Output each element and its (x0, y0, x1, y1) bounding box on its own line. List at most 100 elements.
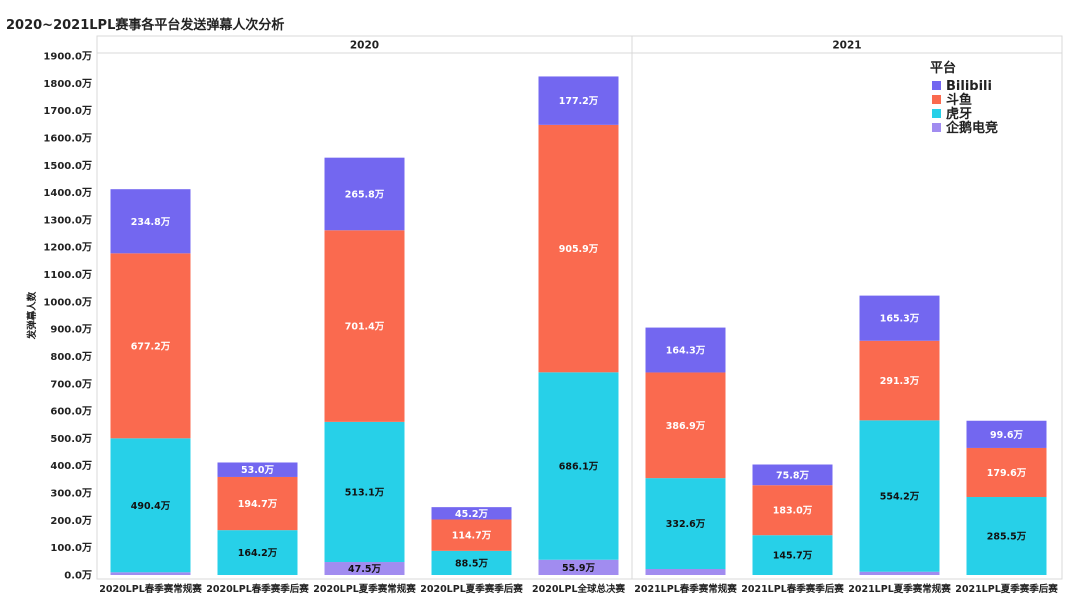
bar-segment-斗鱼 (966, 447, 1047, 498)
y-tick-label: 1500.0万 (43, 160, 92, 172)
chart-title: 2020~2021LPL赛事各平台发送弹幕人次分析 (6, 18, 285, 33)
bar-segment-Bilibili (966, 420, 1047, 448)
data-label: 291.3万 (880, 376, 920, 387)
y-tick-label: 1400.0万 (43, 187, 92, 199)
data-label: 285.5万 (987, 532, 1027, 543)
y-tick-label: 1800.0万 (43, 78, 92, 90)
data-label: 47.5万 (348, 564, 381, 575)
y-tick-label: 900.0万 (50, 324, 92, 336)
y-tick-label: 0.0万 (64, 570, 92, 582)
y-tick-label: 500.0万 (50, 433, 92, 445)
y-tick-label: 1200.0万 (43, 242, 92, 254)
x-tick-label: 2021LPL夏季赛常规赛 (848, 583, 951, 595)
y-tick-label: 1100.0万 (43, 269, 92, 281)
y-tick-label: 1600.0万 (43, 132, 92, 144)
x-tick-label: 2020LPL春季赛季后赛 (206, 583, 309, 595)
data-label: 332.6万 (666, 519, 706, 530)
data-label: 53.0万 (241, 465, 274, 476)
bar-segment-企鹅电竞 (538, 559, 619, 575)
bar-segment-Bilibili (645, 327, 726, 373)
bar-segment-Bilibili (752, 464, 833, 486)
x-tick-label: 2020LPL夏季赛常规赛 (313, 583, 416, 595)
data-label: 114.7万 (452, 531, 492, 542)
panel-label-2020: 2020 (350, 40, 379, 52)
bar-segment-虎牙 (859, 420, 940, 572)
y-tick-label: 600.0万 (50, 406, 92, 418)
data-label: 554.2万 (880, 492, 920, 503)
bar-segment-虎牙 (110, 438, 191, 573)
bar-segment-虎牙 (538, 372, 619, 560)
legend-label-企鹅电竞: 企鹅电竞 (945, 120, 998, 136)
bar-segment-企鹅电竞 (645, 568, 726, 575)
bar-segment-Bilibili (110, 189, 191, 254)
bar-segment-Bilibili (859, 295, 940, 341)
bar-segment-斗鱼 (645, 372, 726, 479)
y-axis-label: 发弹幕人数 (26, 291, 38, 340)
bar-segment-Bilibili (431, 507, 512, 520)
y-tick-label: 400.0万 (50, 460, 92, 472)
data-label: 75.8万 (776, 470, 809, 481)
x-tick-label: 2021LPL夏季赛季后赛 (955, 583, 1058, 595)
data-label: 145.7万 (773, 551, 813, 562)
bar-segment-斗鱼 (431, 519, 512, 551)
legend-swatch-Bilibili (932, 81, 941, 90)
bar-segment-Bilibili (324, 157, 405, 231)
y-tick-label: 1300.0万 (43, 214, 92, 226)
bar-segment-斗鱼 (324, 230, 405, 422)
bar-segment-斗鱼 (859, 340, 940, 421)
legend-title: 平台 (930, 60, 956, 76)
x-tick-label: 2021LPL春季赛常规赛 (634, 583, 737, 595)
bar-segment-Bilibili (217, 462, 298, 477)
data-label: 677.2万 (131, 341, 171, 352)
bar-segment-虎牙 (966, 497, 1047, 575)
data-label: 194.7万 (238, 499, 278, 510)
bar-segment-斗鱼 (752, 485, 833, 536)
bar-segment-虎牙 (431, 550, 512, 575)
data-label: 183.0万 (773, 506, 813, 517)
legend-label-虎牙: 虎牙 (946, 106, 972, 122)
panel-frame (631, 35, 1063, 580)
data-label: 179.6万 (987, 468, 1027, 479)
legend-swatch-虎牙 (932, 109, 941, 118)
legend-swatch-斗鱼 (932, 95, 941, 104)
data-label: 164.2万 (238, 548, 278, 559)
x-tick-label: 2020LPL夏季赛季后赛 (420, 583, 523, 595)
legend-label-斗鱼: 斗鱼 (946, 92, 972, 108)
legend-swatch-企鹅电竞 (932, 123, 941, 132)
x-tick-label: 2021LPL春季赛季后赛 (741, 583, 844, 595)
panel-label-2021: 2021 (832, 40, 861, 52)
data-label: 513.1万 (345, 487, 385, 498)
data-label: 55.9万 (562, 563, 595, 574)
legend-label-Bilibili: Bilibili (946, 79, 992, 94)
data-label: 99.6万 (990, 430, 1023, 441)
y-tick-label: 800.0万 (50, 351, 92, 363)
bar-segment-斗鱼 (110, 253, 191, 439)
data-label: 88.5万 (455, 558, 488, 569)
x-tick-label: 2020LPL全球总决赛 (532, 583, 626, 595)
bar-segment-虎牙 (217, 530, 298, 575)
y-tick-label: 700.0万 (50, 378, 92, 390)
y-tick-label: 300.0万 (50, 488, 92, 500)
bar-segment-企鹅电竞 (110, 572, 191, 575)
bar-segment-虎牙 (752, 535, 833, 575)
data-label: 490.4万 (131, 501, 171, 512)
data-label: 905.9万 (559, 244, 599, 255)
bar-segment-企鹅电竞 (324, 562, 405, 575)
y-tick-label: 200.0万 (50, 515, 92, 527)
bar-segment-斗鱼 (538, 124, 619, 373)
data-label: 177.2万 (559, 96, 599, 107)
data-label: 686.1万 (559, 462, 599, 473)
data-label: 165.3万 (880, 314, 920, 325)
y-tick-label: 1900.0万 (43, 51, 92, 63)
y-tick-label: 1700.0万 (43, 105, 92, 117)
data-label: 265.8万 (345, 189, 385, 200)
data-label: 45.2万 (455, 509, 488, 520)
bar-segment-企鹅电竞 (859, 571, 940, 575)
data-label: 386.9万 (666, 421, 706, 432)
data-label: 164.3万 (666, 346, 706, 357)
y-tick-label: 1000.0万 (43, 296, 92, 308)
bar-segment-虎牙 (324, 421, 405, 563)
x-tick-label: 2020LPL春季赛常规赛 (99, 583, 202, 595)
data-label: 234.8万 (131, 217, 171, 228)
